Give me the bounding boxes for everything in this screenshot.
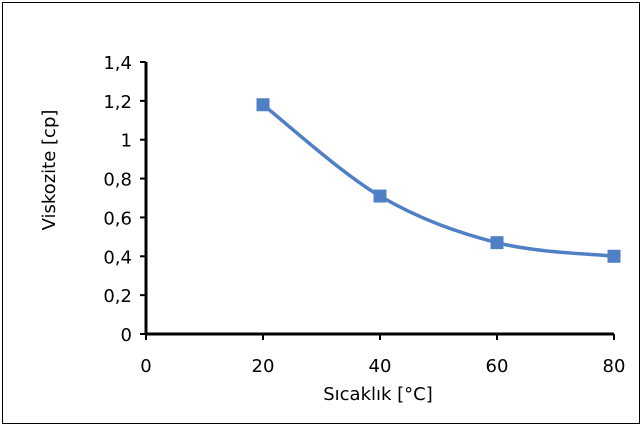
x-tick-label: 40 [369,356,392,377]
x-tick-label: 60 [486,356,509,377]
y-tick-label: 1 [121,131,132,152]
series-line [261,103,615,259]
y-tick-label: 0,8 [103,170,132,191]
data-point-marker [256,98,270,112]
x-tick-label: 80 [603,356,626,377]
y-tick-label: 1,4 [103,53,132,74]
x-axis-title: Sıcaklık [°C] [323,384,433,405]
data-point-marker [607,249,621,263]
data-point-marker [373,189,387,203]
y-tick-label: 0,6 [103,208,132,229]
data-point-marker [490,236,504,250]
x-tick-label: 20 [252,356,275,377]
chart-frame [2,2,640,424]
chart-ticks: 0 0,2 0,4 0,6 0,8 1 1,2 1,4 0 20 40 60 80 [103,53,625,377]
x-tick-label: 0 [140,356,151,377]
y-axis-title: Viskozite [cp] [39,110,60,231]
y-tick-label: 0 [121,325,132,346]
chart-series [256,98,621,263]
y-tick-label: 0,4 [103,247,132,268]
y-tick-label: 1,2 [103,92,132,113]
y-tick-label: 0,2 [103,286,132,307]
